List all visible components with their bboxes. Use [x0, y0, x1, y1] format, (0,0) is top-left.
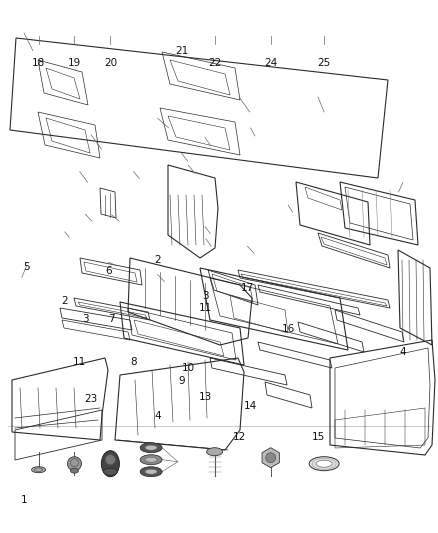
- Ellipse shape: [101, 451, 120, 477]
- Text: 15: 15: [311, 432, 325, 442]
- Text: 5: 5: [23, 262, 30, 271]
- Ellipse shape: [309, 457, 339, 471]
- Text: 3: 3: [82, 314, 89, 324]
- Text: 2: 2: [61, 296, 68, 306]
- Text: 3: 3: [202, 291, 209, 301]
- Ellipse shape: [106, 455, 115, 465]
- Ellipse shape: [103, 468, 117, 475]
- Text: 20: 20: [104, 58, 117, 68]
- Text: 8: 8: [130, 358, 137, 367]
- Text: 23: 23: [85, 394, 98, 403]
- Polygon shape: [262, 448, 279, 467]
- Text: 12: 12: [233, 432, 246, 442]
- Text: 21: 21: [175, 46, 188, 55]
- Ellipse shape: [67, 457, 81, 471]
- Text: 6: 6: [105, 266, 112, 276]
- Text: 18: 18: [32, 58, 45, 68]
- Ellipse shape: [316, 460, 332, 467]
- Ellipse shape: [145, 457, 157, 462]
- Ellipse shape: [71, 468, 78, 473]
- Ellipse shape: [145, 469, 157, 474]
- Ellipse shape: [140, 443, 162, 453]
- Ellipse shape: [32, 467, 46, 473]
- Text: 14: 14: [244, 401, 257, 411]
- Text: 4: 4: [154, 411, 161, 421]
- Text: 10: 10: [182, 363, 195, 373]
- Ellipse shape: [207, 448, 223, 456]
- Text: 24: 24: [264, 58, 277, 68]
- Text: 7: 7: [108, 314, 115, 324]
- Text: 16: 16: [282, 325, 295, 334]
- Text: 25: 25: [318, 58, 331, 68]
- Text: 13: 13: [198, 392, 212, 402]
- Text: 22: 22: [208, 58, 221, 68]
- Text: 11: 11: [73, 358, 86, 367]
- Circle shape: [266, 453, 276, 463]
- Text: 4: 4: [399, 347, 406, 357]
- Text: 17: 17: [241, 283, 254, 293]
- Ellipse shape: [140, 455, 162, 465]
- Ellipse shape: [140, 467, 162, 477]
- Text: 19: 19: [68, 58, 81, 68]
- Ellipse shape: [145, 445, 157, 450]
- Text: 1: 1: [21, 495, 28, 505]
- Text: 2: 2: [154, 255, 161, 265]
- Text: 11: 11: [198, 303, 212, 313]
- Text: 9: 9: [178, 376, 185, 386]
